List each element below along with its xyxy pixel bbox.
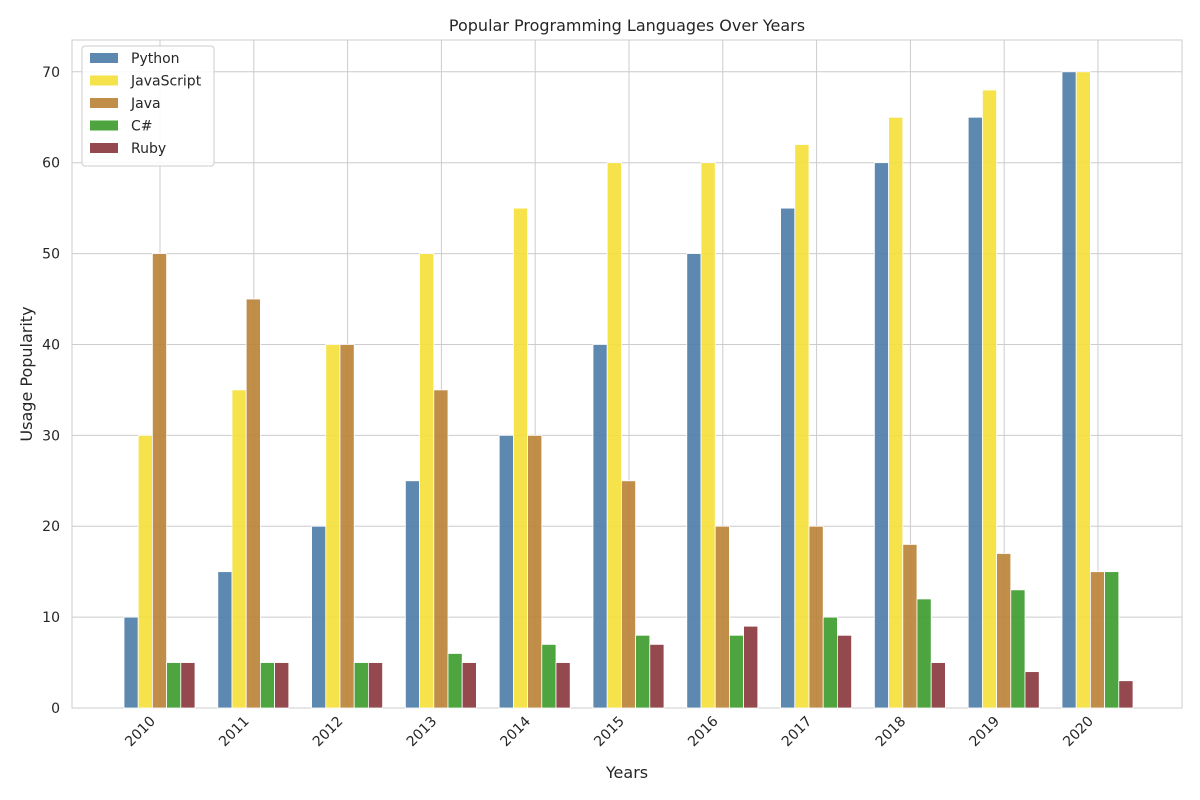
bar-c--2015 [635, 634, 651, 709]
bar-javascript-2012 [325, 344, 341, 709]
legend-swatch [90, 98, 118, 108]
x-tick-label: 2017 [779, 714, 816, 751]
bar-javascript-2018 [888, 116, 904, 709]
bar-javascript-2013 [419, 253, 435, 709]
bar-c--2013 [447, 653, 463, 709]
bar-java-2018 [902, 544, 918, 709]
x-tick-label: 2011 [216, 714, 253, 751]
y-tick-label: 40 [42, 337, 60, 353]
bar-ruby-2011 [274, 662, 290, 709]
bar-ruby-2020 [1118, 680, 1134, 709]
bar-ruby-2012 [367, 662, 383, 709]
y-tick-label: 0 [51, 701, 60, 717]
y-tick-label: 30 [42, 428, 60, 444]
bar-java-2011 [245, 298, 261, 709]
legend-swatch [90, 75, 118, 86]
bar-java-2010 [151, 253, 167, 709]
legend-swatch [90, 53, 118, 63]
bar-python-2014 [498, 434, 514, 709]
x-tick-label: 2020 [1060, 714, 1097, 751]
y-tick-label: 20 [42, 519, 60, 535]
bar-c--2012 [353, 662, 369, 709]
bar-javascript-2017 [794, 144, 810, 709]
bar-ruby-2019 [1024, 671, 1040, 709]
bar-c--2011 [259, 662, 275, 709]
x-tick-label: 2016 [685, 713, 722, 750]
y-tick-label: 70 [42, 65, 60, 81]
bar-python-2015 [592, 344, 608, 709]
bar-python-2016 [686, 253, 702, 709]
bar-c--2019 [1010, 589, 1026, 709]
bar-java-2015 [621, 480, 637, 709]
bar-python-2010 [123, 616, 139, 709]
bar-ruby-2015 [649, 643, 665, 709]
x-tick-label: 2019 [967, 714, 1004, 751]
bar-c--2018 [916, 598, 932, 709]
bar-java-2019 [996, 553, 1012, 709]
bar-java-2012 [339, 344, 355, 709]
x-axis-title: Years [605, 763, 648, 782]
bar-ruby-2018 [930, 662, 946, 709]
legend-swatch [90, 120, 118, 131]
x-tick-labels: 2010 2011 2012 2013 2014 2015 2016 2017 2018 2019… [122, 713, 1097, 750]
legend-label: Java [130, 96, 161, 112]
bar-javascript-2015 [606, 162, 622, 709]
bar-c--2014 [541, 643, 557, 709]
bar-python-2019 [967, 116, 983, 709]
y-tick-labels: 0 10 20 30 40 50 60 70 [42, 65, 60, 717]
y-tick-label: 60 [42, 156, 60, 172]
chart-title: Popular Programming Languages Over Years [449, 16, 805, 35]
x-tick-label: 2015 [591, 714, 628, 751]
x-tick-label: 2012 [310, 714, 347, 751]
legend-label: C# [131, 119, 153, 135]
legend-swatch [90, 143, 118, 153]
bar-c--2020 [1104, 571, 1120, 709]
legend: Python JavaScript Java C# Ruby [81, 45, 215, 167]
bar-c--2017 [822, 616, 838, 709]
bar-python-2020 [1061, 71, 1077, 709]
bar-ruby-2014 [555, 662, 571, 709]
bar-ruby-2017 [837, 634, 853, 709]
bar-c--2016 [729, 634, 745, 709]
bar-java-2016 [714, 525, 730, 709]
legend-label: Python [131, 51, 180, 67]
bar-javascript-2014 [513, 207, 529, 709]
bar-python-2013 [404, 480, 420, 709]
bar-java-2017 [808, 525, 824, 709]
bar-java-2020 [1090, 571, 1106, 709]
y-tick-label: 10 [42, 610, 60, 626]
bar-java-2014 [527, 434, 543, 709]
bar-python-2018 [874, 162, 890, 709]
bar-python-2012 [311, 525, 327, 709]
y-axis-title: Usage Popularity [17, 306, 36, 441]
bar-javascript-2019 [982, 89, 998, 709]
bar-python-2017 [780, 207, 796, 709]
bar-ruby-2010 [180, 662, 196, 709]
bar-c--2010 [166, 662, 182, 709]
bar-ruby-2013 [461, 662, 477, 709]
x-tick-label: 2013 [404, 714, 441, 751]
x-tick-label: 2010 [122, 714, 159, 751]
bar-javascript-2011 [231, 389, 247, 709]
bar-java-2013 [433, 389, 449, 709]
bar-python-2011 [217, 571, 233, 709]
x-tick-label: 2018 [873, 714, 910, 751]
legend-label: Ruby [131, 141, 166, 157]
bar-javascript-2010 [137, 434, 153, 709]
x-tick-label: 2014 [498, 713, 535, 750]
bar-ruby-2016 [743, 625, 759, 709]
bar-javascript-2016 [700, 162, 716, 709]
legend-label: JavaScript [130, 74, 202, 90]
bar-javascript-2020 [1075, 71, 1091, 709]
bar-series [123, 71, 1134, 709]
y-tick-label: 50 [42, 247, 60, 263]
